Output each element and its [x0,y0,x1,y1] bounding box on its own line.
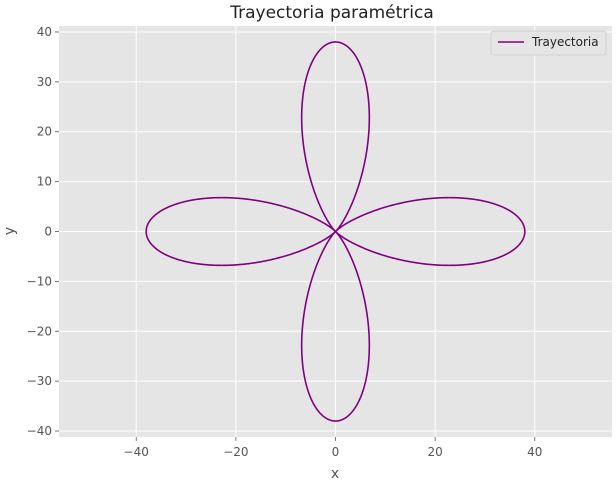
x-tick-label: 40 [527,445,542,459]
legend-box [490,30,607,56]
ticks: −40 −20 0 20 40 −40 −30 −20 −10 0 10 20 30 40 [27,25,543,459]
y-tick-label: 0 [44,225,52,239]
y-tick-label: −20 [27,324,52,338]
y-tick-label: 10 [37,175,52,189]
curve-layer [145,41,526,422]
x-tick-label: −20 [223,445,248,459]
y-tick-label: −10 [27,274,52,288]
y-tick-label: −30 [27,374,52,388]
y-axis-label: y [2,227,18,235]
y-tick-label: 40 [37,25,52,39]
x-tick-label: 0 [332,445,340,459]
series-line-trayectoria [145,41,526,422]
x-axis-label: x [331,466,339,482]
x-tick-label: 20 [427,445,442,459]
y-tick-label: −40 [27,424,52,438]
y-tick-label: 20 [37,125,52,139]
legend-label: Trayectoria [531,35,599,49]
y-tick-label: 30 [37,75,52,89]
legend: Trayectoria [490,30,607,56]
x-tick-label: −40 [124,445,149,459]
chart-title: Trayectoria paramétrica [229,3,434,23]
